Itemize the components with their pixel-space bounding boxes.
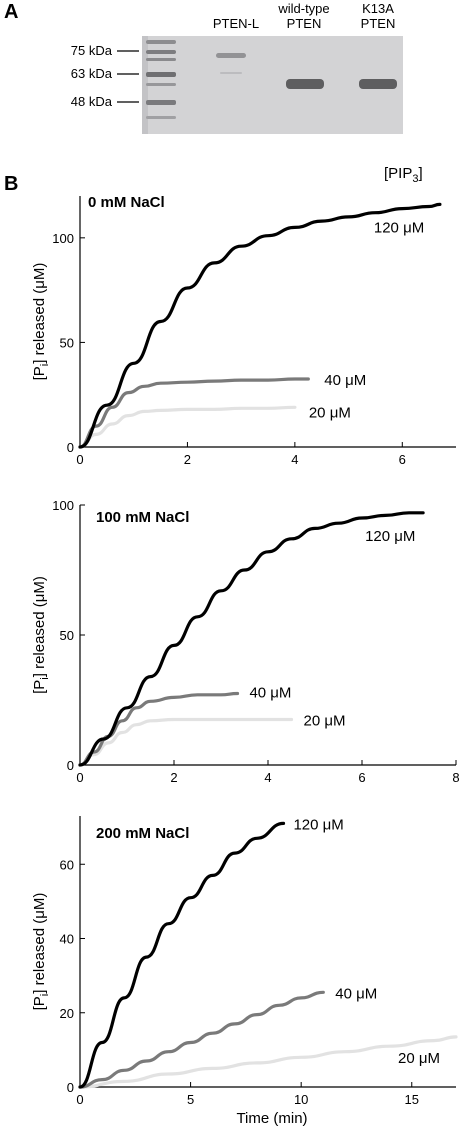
series-label: 40 μM — [335, 985, 377, 1002]
series-label: 40 μM — [249, 685, 291, 702]
panel-a: A PTEN-L wild-type PTEN K13A PTEN 75 kDa… — [4, 1, 403, 134]
chart-title: 200 mM NaCl — [96, 825, 189, 842]
gel-ladder-lane — [146, 40, 176, 119]
y-axis-label-prefix: [P — [31, 680, 48, 694]
y-axis-label-rest: ] released (μM) — [31, 893, 48, 994]
panel-a-letter: A — [4, 1, 18, 23]
y-tick-label: 20 — [60, 1006, 74, 1021]
chart-2: 0 20 40 60 0 5 10 15 [Pi] released (μM) Time (min… — [31, 816, 458, 1127]
marker-label-63kda: 63 kDa — [71, 66, 113, 81]
y-tick-label: 0 — [67, 1080, 74, 1095]
y-tick-label: 0 — [67, 758, 74, 773]
y-tick-label: 100 — [52, 498, 74, 513]
x-tick-label: 2 — [170, 770, 177, 785]
x-axis-label: Time (min) — [236, 1110, 307, 1127]
x-tick-label: 5 — [187, 1092, 194, 1107]
y-axis-label: [Pi] released (μM) — [31, 893, 51, 1011]
legend-title: [PIP3] — [384, 165, 423, 185]
y-axis-label: [Pi] released (μM) — [31, 576, 51, 694]
y-tick-label: 50 — [60, 628, 74, 643]
y-axis-label-rest: ] released (μM) — [31, 576, 48, 677]
y-axis-label-subscript: i — [39, 994, 51, 996]
ladder-band — [146, 58, 176, 61]
series-line-20-uM — [78, 405, 297, 449]
chart-title: 100 mM NaCl — [96, 509, 189, 526]
ladder-band — [146, 72, 176, 77]
series-line-20-uM — [78, 717, 294, 767]
x-tick-label: 10 — [294, 1092, 308, 1107]
series-label: 120 μM — [374, 219, 424, 236]
y-axis-label-rest: ] released (μM) — [31, 263, 48, 364]
y-tick-label: 50 — [60, 335, 74, 350]
ladder-band — [146, 83, 176, 86]
gel-band-pten-l-faint — [220, 72, 242, 74]
series-line-20-uM — [78, 1035, 458, 1089]
legend-title-main: [PIP — [384, 165, 412, 182]
series-line-40-uM — [78, 377, 310, 449]
panel-b-letter: B — [4, 173, 18, 195]
series-line-40-uM — [78, 691, 240, 767]
series-label: 20 μM — [309, 404, 351, 421]
series-line-120-uM — [78, 511, 425, 767]
series-label: 40 μM — [324, 372, 366, 389]
chart-title: 0 mM NaCl — [88, 194, 165, 211]
series-label: 20 μM — [304, 713, 346, 730]
x-tick-label: 6 — [399, 452, 406, 467]
lane-label-pten-l: PTEN-L — [213, 16, 259, 31]
series-line-120-uM — [78, 202, 442, 449]
y-tick-label: 40 — [60, 932, 74, 947]
y-tick-label: 60 — [60, 857, 74, 872]
chart-1: 0 50 100 0 2 4 6 8 [Pi] released (μM) 100 mM NaCl… — [31, 498, 460, 785]
x-tick-label: 8 — [452, 770, 459, 785]
y-axis-label: [Pi] released (μM) — [31, 263, 51, 381]
y-axis-label-prefix: [P — [31, 996, 48, 1010]
chart-0: 0 50 100 0 2 4 6 [Pi] released (μM) 0 mM NaCl 20 … — [31, 194, 456, 467]
lane-label-wild-type-line2: PTEN — [287, 16, 322, 31]
x-tick-label: 0 — [76, 770, 83, 785]
series-line-40-uM — [78, 990, 325, 1089]
ladder-band — [146, 50, 176, 54]
y-axis-label-subscript: i — [39, 364, 51, 366]
y-axis-label-prefix: [P — [31, 366, 48, 380]
gel-band-pten-l — [216, 53, 246, 58]
x-tick-label: 15 — [405, 1092, 419, 1107]
legend-title-end: ] — [418, 165, 422, 182]
x-tick-label: 6 — [358, 770, 365, 785]
x-tick-label: 4 — [264, 770, 271, 785]
ladder-band — [146, 100, 176, 105]
legend-title-subscript: 3 — [412, 173, 418, 185]
ladder-band — [146, 40, 176, 44]
x-tick-label: 0 — [76, 452, 83, 467]
lane-label-k13a-line1: K13A — [362, 1, 394, 16]
series-label: 120 μM — [365, 528, 415, 545]
x-tick-label: 4 — [291, 452, 298, 467]
lane-label-k13a-line2: PTEN — [361, 16, 396, 31]
gel-band-wild-type — [286, 79, 324, 89]
gel-edge — [142, 36, 148, 134]
y-tick-label: 0 — [67, 440, 74, 455]
ladder-band — [146, 116, 176, 119]
marker-label-75kda: 75 kDa — [71, 43, 113, 58]
x-tick-label: 0 — [76, 1092, 83, 1107]
y-tick-label: 100 — [52, 231, 74, 246]
series-line-120-uM — [78, 821, 286, 1089]
marker-label-48kda: 48 kDa — [71, 94, 113, 109]
y-axis-label-subscript: i — [39, 677, 51, 679]
series-label: 20 μM — [398, 1050, 440, 1067]
gel-band-k13a — [359, 79, 397, 89]
series-label: 120 μM — [293, 816, 343, 833]
lane-label-wild-type-line1: wild-type — [277, 1, 329, 16]
x-tick-label: 2 — [184, 452, 191, 467]
